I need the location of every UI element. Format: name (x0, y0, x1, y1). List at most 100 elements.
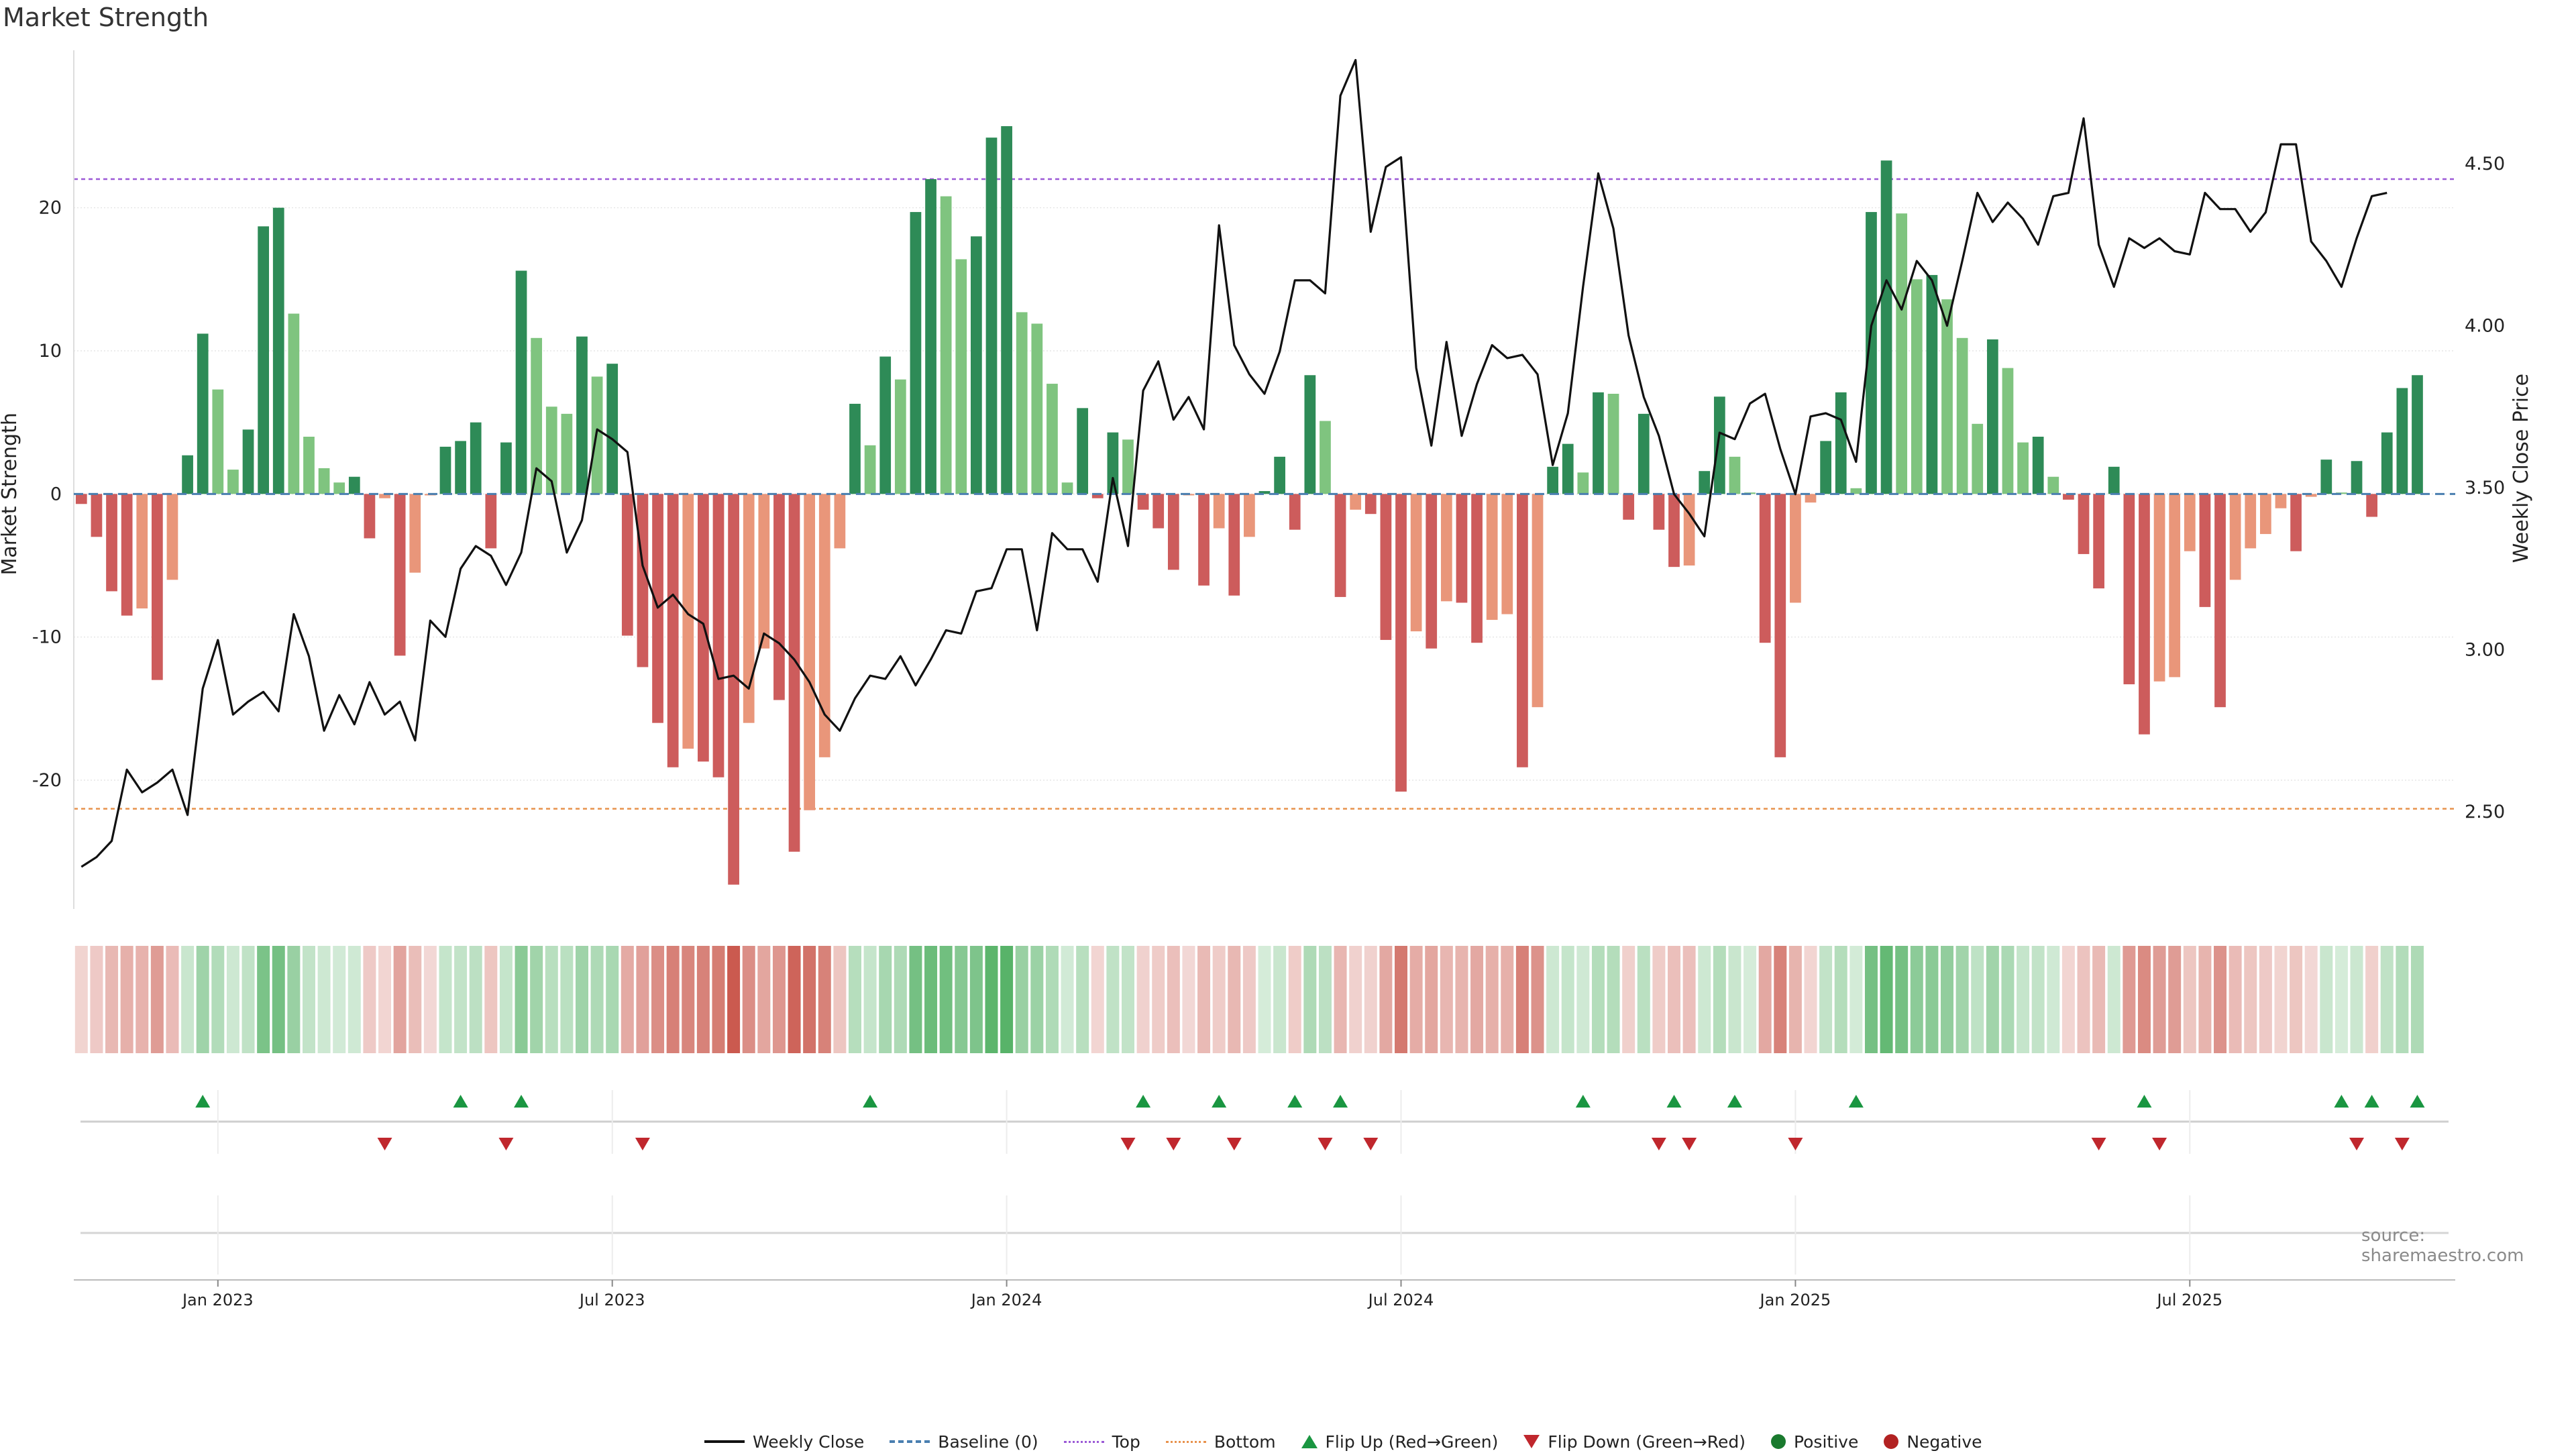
strength-bar (1774, 494, 1786, 757)
strength-bar (1820, 441, 1831, 494)
x-tick-label: Jan 2025 (1759, 1291, 1831, 1309)
heat-cell (1515, 946, 1529, 1053)
flip-up-marker (195, 1095, 211, 1108)
strength-bar (1152, 494, 1165, 529)
heat-cell (1440, 946, 1453, 1053)
strength-bar (955, 259, 967, 494)
heat-cell (1713, 946, 1726, 1053)
heat-cell (1409, 946, 1423, 1053)
legend-label: Bottom (1214, 1432, 1276, 1452)
strength-bar (545, 407, 557, 494)
strength-bar (364, 494, 376, 539)
strength-bar (1258, 491, 1271, 494)
flip-up-marker (1333, 1095, 1348, 1108)
strength-bar (1850, 488, 1862, 494)
strength-bar (849, 403, 861, 494)
strength-bar (303, 437, 315, 494)
heat-cell (1849, 946, 1863, 1053)
heat-cell (2229, 946, 2242, 1053)
heat-cell (879, 946, 892, 1053)
heat-cell (317, 946, 331, 1053)
heat-cell (1242, 946, 1256, 1053)
strength-bar (91, 494, 103, 537)
strength-bar (1880, 160, 1892, 494)
heat-cell (1743, 946, 1757, 1053)
strength-bar (1213, 494, 1225, 529)
strength-bar (333, 482, 345, 494)
heat-cell (545, 946, 558, 1053)
heat-cell (1986, 946, 1999, 1053)
heat-cell (1774, 946, 1787, 1053)
heat-cell (484, 946, 498, 1053)
heat-cell (666, 946, 680, 1053)
heat-cell (1561, 946, 1574, 1053)
strength-bar (1532, 494, 1544, 708)
strength-bar (1395, 494, 1407, 792)
strength-bar (1046, 384, 1058, 494)
heat-cell (105, 946, 119, 1053)
strength-bar (2290, 494, 2302, 551)
heat-cell (1395, 946, 1407, 1053)
legend-item: Bottom (1165, 1432, 1276, 1452)
strength-bar (773, 494, 785, 700)
heat-cell (1834, 946, 1847, 1053)
heat-cell (1061, 946, 1074, 1053)
heat-cell (696, 946, 710, 1053)
x-tick-label: Jul 2024 (1367, 1291, 1434, 1309)
strength-bar (2153, 494, 2165, 682)
heat-cell (530, 946, 543, 1053)
strength-bar (2002, 368, 2014, 494)
strength-bar (682, 494, 694, 749)
heat-cell (2244, 946, 2257, 1053)
heat-cell (2031, 946, 2045, 1053)
heat-cell (1501, 946, 1514, 1053)
source-note: source: sharemaestro.com (2361, 1226, 2524, 1266)
strength-bar (1167, 494, 1179, 570)
heat-cell (2396, 946, 2409, 1053)
heat-cell (1455, 946, 1468, 1053)
flip-up-marker (1727, 1095, 1742, 1108)
strength-bar (879, 356, 892, 494)
strength-bar (1320, 421, 1331, 494)
strength-bar (1304, 375, 1316, 494)
heat-cell (272, 946, 285, 1053)
x-tick-label: Jan 2023 (181, 1291, 254, 1309)
legend-item: Baseline (0) (890, 1432, 1038, 1452)
heat-cell (1668, 946, 1681, 1053)
heat-cell (333, 946, 346, 1053)
strength-bar (818, 494, 830, 757)
heat-cell (1076, 946, 1089, 1053)
strength-bar (1471, 494, 1483, 643)
heat-cell (1000, 946, 1014, 1053)
heat-cell (1971, 946, 1984, 1053)
strength-bar (1122, 439, 1134, 494)
strength-bar (1623, 494, 1635, 520)
strength-bar (2320, 460, 2332, 494)
heat-cell (1091, 946, 1104, 1053)
strength-bar (2123, 494, 2135, 685)
strength-bar (2093, 494, 2104, 589)
heat-cell (955, 946, 968, 1053)
heat-cell (120, 946, 133, 1053)
strength-bar (1137, 494, 1149, 510)
strength-bar (2396, 388, 2408, 494)
heat-cell (803, 946, 816, 1053)
heat-cell (1531, 946, 1544, 1053)
heat-cell (363, 946, 376, 1053)
flip-up-marker (1575, 1095, 1591, 1108)
heat-cell (833, 946, 847, 1053)
heat-cell (409, 946, 422, 1053)
heat-cell (590, 946, 604, 1053)
heat-cell (985, 946, 998, 1053)
legend: Weekly Close Baseline (0) Top Bottom Flip Up… (704, 1430, 2008, 1453)
strength-bar (1426, 494, 1438, 649)
legend-item: Flip Up (Red→Green) (1301, 1432, 1498, 1452)
heat-cell (2259, 946, 2272, 1053)
heat-cell (150, 946, 164, 1053)
legend-swatch-dot-purple (1063, 1440, 1104, 1443)
strength-bar (2245, 494, 2257, 549)
strength-bar (242, 429, 254, 494)
heat-cell (2001, 946, 2015, 1053)
strength-bar (2063, 494, 2074, 500)
